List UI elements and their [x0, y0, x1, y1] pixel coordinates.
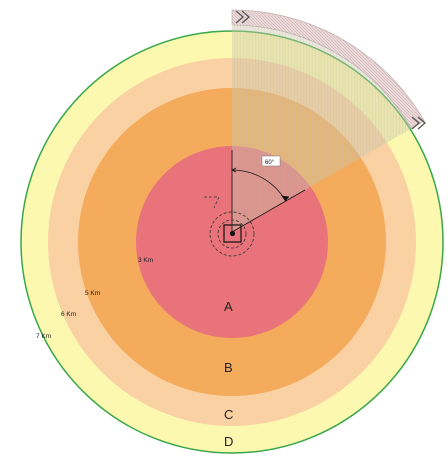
sector-wedge: [232, 24, 412, 232]
range-label-6km: 6 Km: [61, 311, 76, 318]
arc-start-arrow-icon: [235, 10, 250, 24]
arc-end-arrow-icon: [411, 116, 426, 130]
range-label-7km: 7 Km: [36, 333, 51, 340]
range-label-3km: 3 Km: [138, 257, 153, 264]
zone-d-label: D: [224, 434, 233, 449]
angle-indicator: [231, 150, 306, 233]
zone-c-label: C: [224, 407, 233, 422]
zone-a-label: A: [224, 299, 233, 314]
range-label-5km: 5 Km: [85, 290, 100, 297]
angle-label-box: [261, 155, 281, 167]
sector-arc-band: [231, 9, 425, 129]
angle-label: 60°: [265, 160, 275, 166]
zone-b-label: B: [224, 360, 233, 375]
facility-icon: [204, 196, 255, 257]
